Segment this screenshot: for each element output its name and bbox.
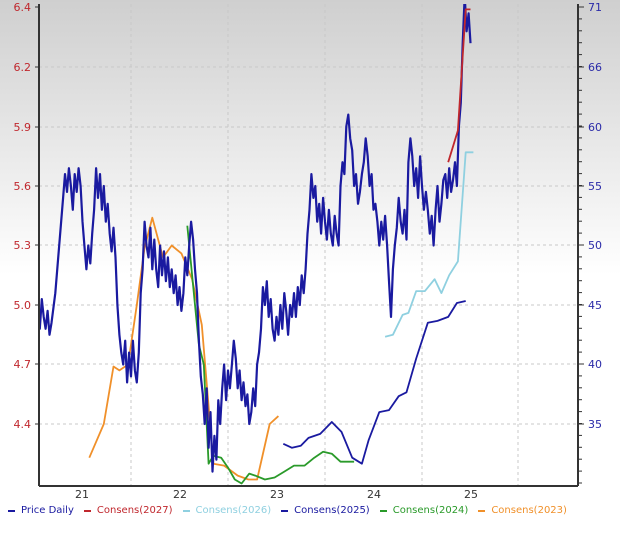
chart-legend: Price Daily Consens(2027) Consens(2026) … bbox=[8, 503, 568, 518]
legend-swatch-icon bbox=[8, 509, 15, 512]
left-tick-label: 5.3 bbox=[14, 239, 32, 252]
right-tick-label: 50 bbox=[588, 239, 602, 252]
right-tick-label: 66 bbox=[588, 61, 602, 74]
right-tick-label: 55 bbox=[588, 180, 602, 193]
chart-canvas: 6.4 6.2 5.9 5.6 5.3 5.0 4.7 4.4 71 66 60 55 50 45 40 3… bbox=[0, 0, 620, 500]
legend-swatch-icon bbox=[182, 509, 190, 512]
right-tick-label: 40 bbox=[588, 358, 602, 371]
legend-label: Consens(2025) bbox=[294, 505, 370, 516]
legend-item-consens-2023[interactable]: Consens(2023) bbox=[478, 503, 567, 518]
legend-item-consens-2024[interactable]: Consens(2024) bbox=[379, 503, 469, 518]
left-tick-label: 6.2 bbox=[14, 61, 32, 74]
chart-background bbox=[0, 0, 620, 500]
series-consens-2026 bbox=[384, 151, 474, 338]
right-tick-label: 35 bbox=[588, 418, 602, 431]
legend-label: Consens(2024) bbox=[392, 505, 469, 516]
right-tick-label: 60 bbox=[588, 121, 602, 134]
left-tick-label: 5.9 bbox=[14, 121, 32, 134]
right-tick-label: 45 bbox=[588, 299, 602, 312]
x-axis: 21 22 23 24 25 bbox=[75, 488, 478, 500]
legend-item-consens-2027[interactable]: Consens(2027) bbox=[83, 503, 173, 518]
legend-item-consens-2026[interactable]: Consens(2026) bbox=[182, 503, 272, 518]
legend-swatch-icon bbox=[83, 509, 91, 512]
legend-swatch-icon bbox=[379, 509, 387, 512]
legend-label: Consens(2026) bbox=[195, 505, 272, 516]
right-y-axis: 71 66 60 55 50 45 40 35 bbox=[578, 1, 602, 484]
x-tick-label: 23 bbox=[270, 488, 284, 500]
right-tick-label: 71 bbox=[588, 1, 602, 14]
left-tick-label: 5.0 bbox=[14, 299, 32, 312]
legend-label: Price Daily bbox=[21, 505, 74, 516]
legend-swatch-icon bbox=[281, 509, 289, 512]
x-tick-label: 25 bbox=[464, 488, 478, 500]
x-tick-label: 24 bbox=[367, 488, 381, 500]
series-consens-2025 bbox=[282, 300, 466, 465]
series-price-daily bbox=[39, 4, 472, 473]
legend-swatch-icon bbox=[478, 509, 486, 512]
series-consens-2023 bbox=[88, 216, 280, 481]
left-tick-label: 5.6 bbox=[14, 180, 32, 193]
gridlines bbox=[39, 4, 578, 486]
left-tick-label: 4.7 bbox=[14, 358, 32, 371]
legend-item-consens-2025[interactable]: Consens(2025) bbox=[281, 503, 370, 518]
legend-item-price-daily[interactable]: Price Daily bbox=[8, 503, 74, 518]
x-tick-label: 21 bbox=[75, 488, 89, 500]
legend-label: Consens(2027) bbox=[96, 505, 173, 516]
left-y-axis: 6.4 6.2 5.9 5.6 5.3 5.0 4.7 4.4 bbox=[14, 1, 39, 431]
series-layer bbox=[39, 4, 474, 485]
left-tick-label: 6.4 bbox=[14, 1, 32, 14]
x-tick-label: 22 bbox=[173, 488, 187, 500]
series-consens-2027 bbox=[447, 8, 471, 163]
legend-label: Consens(2023) bbox=[491, 505, 567, 516]
left-tick-label: 4.4 bbox=[14, 418, 32, 431]
